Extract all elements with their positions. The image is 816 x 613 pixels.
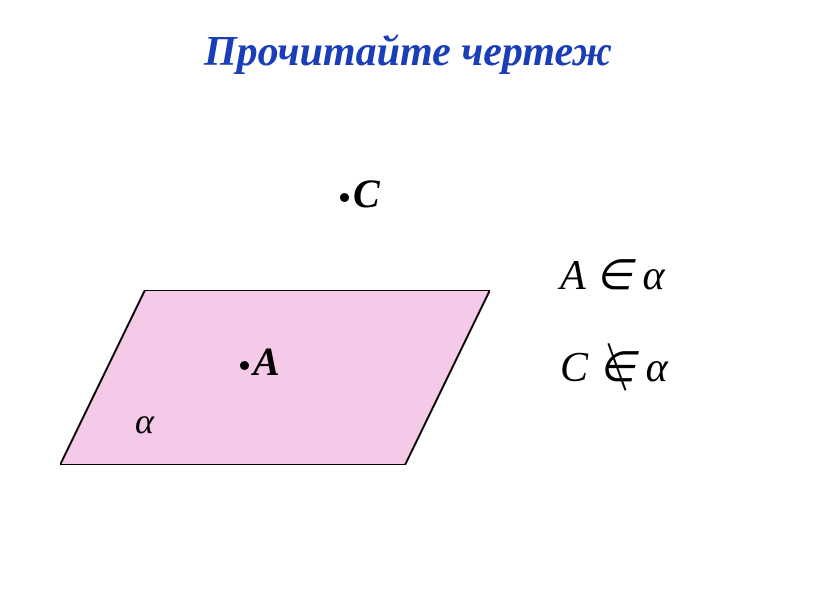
formulas: A ∈ α C ∈ α [560,250,668,434]
formula-c-notin-alpha: C ∈ α [560,342,668,392]
not-element-of-symbol: ∈ [599,342,636,392]
point-a-dot [240,361,249,370]
alpha-label: α [135,400,154,442]
point-c-dot [340,193,349,202]
formula-alpha2: α [646,345,668,391]
title-text: Прочитайте чертеж [204,29,612,75]
element-of-symbol: ∈ [595,253,632,299]
formula-A: A [560,253,585,299]
point-c: C [340,170,380,217]
point-a-label: A [253,339,280,384]
slide-title: Прочитайте чертеж [204,28,612,76]
point-c-label: C [353,171,380,216]
diagram: C A α [60,170,500,490]
formula-alpha: α [643,253,665,299]
formula-a-in-alpha: A ∈ α [560,250,668,300]
point-a: A [240,338,280,385]
alpha-symbol: α [135,401,154,441]
formula-C: C [560,345,588,391]
